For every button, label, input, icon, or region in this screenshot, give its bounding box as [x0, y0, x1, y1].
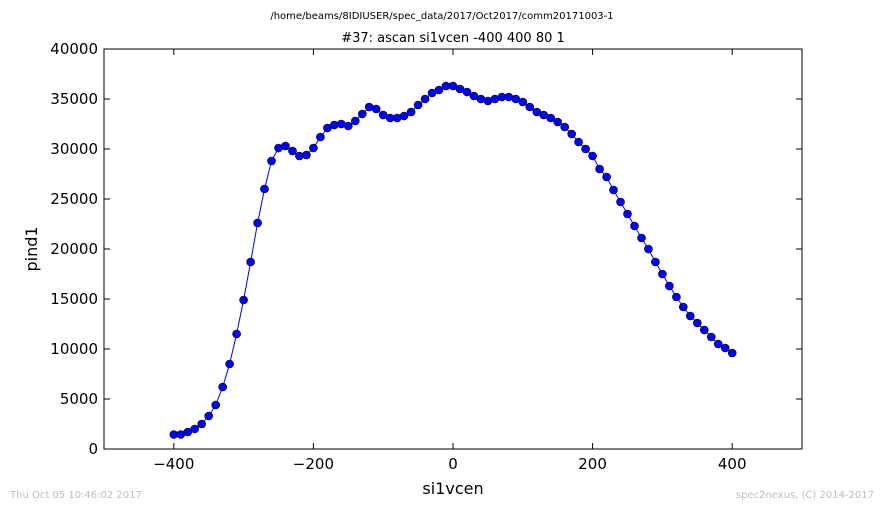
y-axis-label: pind1 [22, 226, 41, 271]
data-series [169, 81, 737, 439]
data-point [253, 218, 262, 228]
data-point [343, 121, 353, 131]
data-point [672, 292, 681, 302]
data-point [267, 156, 276, 166]
data-point [288, 146, 297, 156]
data-point [309, 143, 318, 153]
data-point [727, 348, 737, 358]
data-point [637, 233, 646, 243]
data-point [651, 257, 660, 267]
data-point [406, 107, 416, 117]
data-point [588, 151, 597, 161]
data-point [595, 164, 604, 174]
data-point [665, 281, 674, 291]
data-point [685, 311, 695, 321]
data-point [462, 87, 472, 97]
file-path: /home/beams/8IDIUSER/spec_data/2017/Oct2… [270, 11, 613, 22]
data-point [692, 318, 702, 328]
y-tick-label: 30000 [50, 140, 98, 158]
y-tick-label: 25000 [50, 190, 98, 208]
data-point [225, 359, 234, 369]
data-point [232, 329, 241, 339]
data-point [197, 419, 206, 429]
data-point [302, 150, 311, 160]
x-axis-label: si1vcen [422, 479, 483, 498]
data-point [329, 120, 339, 130]
data-point [399, 111, 409, 121]
data-point [295, 151, 304, 161]
data-point [546, 113, 556, 123]
chart-title: #37: ascan si1vcen -400 400 80 1 [341, 31, 565, 46]
data-point [434, 85, 444, 95]
series-line [173, 85, 733, 435]
data-point [560, 122, 570, 132]
data-point [316, 132, 325, 142]
y-tick-label: 5000 [60, 390, 98, 408]
data-point [218, 382, 227, 392]
y-tick-label: 15000 [50, 290, 98, 308]
data-point [581, 144, 590, 154]
data-point [630, 221, 639, 231]
data-point [239, 295, 248, 305]
data-point [644, 244, 653, 254]
data-point [357, 109, 367, 119]
data-point [574, 137, 583, 147]
data-point [720, 343, 730, 353]
data-point [246, 257, 255, 267]
data-point [678, 302, 688, 312]
data-point [371, 104, 381, 114]
data-point [567, 129, 577, 139]
x-tick-label: 400 [718, 455, 747, 473]
data-point [350, 116, 360, 126]
data-point [602, 172, 611, 182]
x-tick-label: −400 [153, 455, 194, 473]
data-point [525, 102, 535, 112]
x-tick-label: −200 [293, 455, 334, 473]
data-point [609, 185, 618, 195]
y-tick-label: 0 [88, 440, 98, 458]
data-point [413, 100, 423, 110]
data-point [623, 209, 632, 219]
axis-ticks: −400 −200 0 200 400 0 5000 10000 15000 20000 25000… [50, 40, 802, 473]
x-tick-label: 200 [578, 455, 607, 473]
x-tick-label: 0 [448, 455, 458, 473]
data-point [713, 339, 723, 349]
data-point [281, 141, 290, 151]
y-tick-label: 20000 [50, 240, 98, 258]
data-point [190, 424, 199, 434]
y-tick-label: 40000 [50, 40, 98, 58]
data-point [260, 184, 269, 194]
data-point [706, 332, 716, 342]
timestamp: Thu Oct 05 10:46:02 2017 [10, 490, 142, 501]
y-tick-label: 35000 [50, 90, 98, 108]
data-point [420, 94, 430, 104]
data-point [553, 117, 563, 127]
data-point [658, 269, 667, 279]
y-tick-label: 10000 [50, 340, 98, 358]
data-point [699, 325, 709, 335]
data-point [204, 411, 213, 421]
plot-frame [103, 48, 803, 450]
data-point [616, 197, 625, 207]
credit: spec2nexus, (C) 2014-2017 [735, 490, 874, 501]
data-point [211, 400, 220, 410]
data-point [518, 97, 528, 107]
